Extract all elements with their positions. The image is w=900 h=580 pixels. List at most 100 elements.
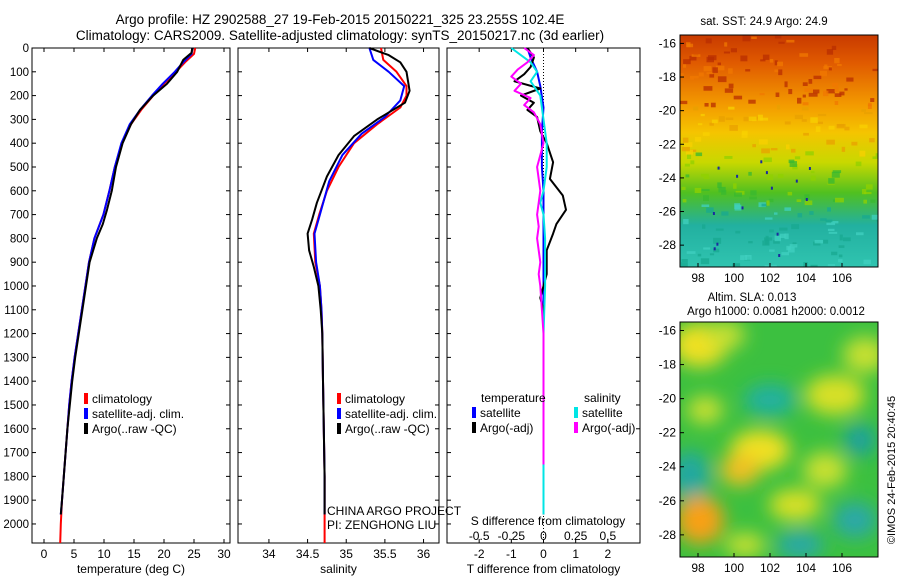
legend-swatch [337, 393, 341, 404]
y-tick-label: 1900 [3, 495, 29, 507]
sst-speckle [717, 76, 727, 83]
sst-speckle [718, 186, 726, 193]
x-tick-label: 100 [724, 561, 744, 575]
y-tick-label: -16 [659, 36, 677, 50]
sst-speckle [838, 259, 843, 263]
sst-speckle [794, 156, 801, 160]
sst-speckle [748, 99, 756, 104]
sst-speckle [826, 139, 835, 145]
sla-anomaly-blob [843, 337, 878, 373]
sst-speckle [750, 190, 757, 196]
sst-cloud-pixel [760, 160, 763, 164]
sst-speckle [774, 235, 781, 242]
sst-speckle [748, 241, 753, 244]
legend-label: satellite-adj. clim. [345, 407, 437, 421]
sst-speckle [682, 199, 687, 203]
sst-speckle [808, 79, 813, 84]
sst-speckle [871, 214, 878, 220]
sst-speckle [764, 237, 773, 241]
sst-speckle [724, 42, 728, 47]
sst-speckle [769, 59, 774, 63]
y-tick-label: 500 [10, 162, 29, 174]
sst-speckle [826, 222, 836, 226]
y-tick-label: 700 [10, 210, 29, 222]
sla-anomaly-blob [725, 533, 765, 557]
sla-anomaly-blob [680, 496, 724, 544]
sst-speckle [759, 93, 765, 96]
sst-speckle [715, 228, 724, 231]
sst-speckle [683, 59, 691, 65]
series-line-argo [306, 47, 411, 515]
y-tick-label: 200 [10, 91, 29, 103]
y-tick-label: 1100 [4, 305, 29, 317]
x-tick-label: 10 [97, 547, 111, 561]
sst-speckle [740, 255, 748, 260]
sst-speckle [828, 231, 838, 234]
y-tick-label: -20 [659, 392, 677, 406]
sla-anomaly-blob [769, 489, 821, 521]
y-tick-label: 1800 [3, 471, 29, 483]
legend-group-title: salinity [584, 391, 621, 405]
sst-speckle [695, 152, 703, 157]
panel-frame [31, 47, 231, 544]
sst-speckle [820, 70, 827, 77]
sst-speckle [832, 82, 838, 87]
x-tick-label: 104 [796, 271, 816, 285]
sst-speckle [709, 73, 715, 78]
imos-credit: ©IMOS 24-Feb-2015 20:40:45 [886, 396, 898, 544]
sst-speckle [734, 203, 741, 210]
legend-swatch [574, 407, 578, 418]
sst-speckle [690, 77, 695, 80]
x-tick-label-salinity: 0.5 [599, 529, 616, 543]
sst-cloud-pixel [717, 166, 720, 170]
sst-speckle [801, 106, 809, 111]
sst-speckle [704, 103, 709, 107]
sst-speckle [694, 187, 702, 193]
sst-speckle [717, 62, 721, 66]
sla-anomaly-blob [744, 384, 796, 416]
y-tick-label: 300 [10, 114, 29, 126]
sst-speckle [752, 144, 756, 148]
legend-swatch [84, 408, 88, 419]
sst-speckle [786, 245, 791, 251]
y-tick-label: -24 [659, 460, 677, 474]
sst-speckle [713, 248, 720, 253]
sla-anomaly-blob [833, 502, 877, 538]
sst-speckle [698, 72, 704, 77]
sst-speckle [827, 264, 835, 267]
legend-label: satellite [480, 406, 521, 420]
x-tick-label: -1 [506, 547, 517, 561]
sst-speckle [838, 254, 843, 258]
sst-speckle [813, 75, 822, 80]
x-axis-label-salinity: S difference from climatology [471, 514, 626, 528]
x-tick-label: 35 [340, 547, 354, 561]
sst-speckle [705, 38, 712, 44]
sst-speckle [715, 65, 725, 71]
sst-speckle [831, 171, 840, 178]
sst-speckle [685, 174, 690, 178]
sst-speckle [768, 198, 774, 203]
sst-speckle [788, 89, 793, 95]
x-tick-label: 0 [540, 547, 547, 561]
sst-map-title: sat. SST: 24.9 Argo: 24.9 [700, 16, 827, 28]
x-tick-label: 34.5 [296, 547, 320, 561]
sst-speckle [703, 66, 712, 72]
sst-speckle [872, 156, 877, 159]
legend-group-title: temperature [481, 391, 546, 405]
sst-speckle [774, 212, 778, 215]
sst-speckle [786, 39, 795, 43]
x-tick-label-salinity: -0.25 [498, 529, 526, 543]
sst-speckle [784, 233, 789, 240]
sst-speckle [864, 112, 873, 115]
series-line-argo [59, 47, 194, 515]
legend-swatch [574, 422, 578, 433]
sst-speckle [797, 213, 803, 218]
sst-speckle [741, 132, 748, 138]
sst-speckle [685, 149, 693, 155]
sst-speckle [826, 89, 835, 94]
sst-speckle [759, 117, 769, 121]
sst-speckle [859, 124, 868, 129]
sst-speckle [831, 45, 837, 50]
sst-speckle [709, 253, 715, 256]
sst-cloud-pixel [741, 206, 744, 210]
